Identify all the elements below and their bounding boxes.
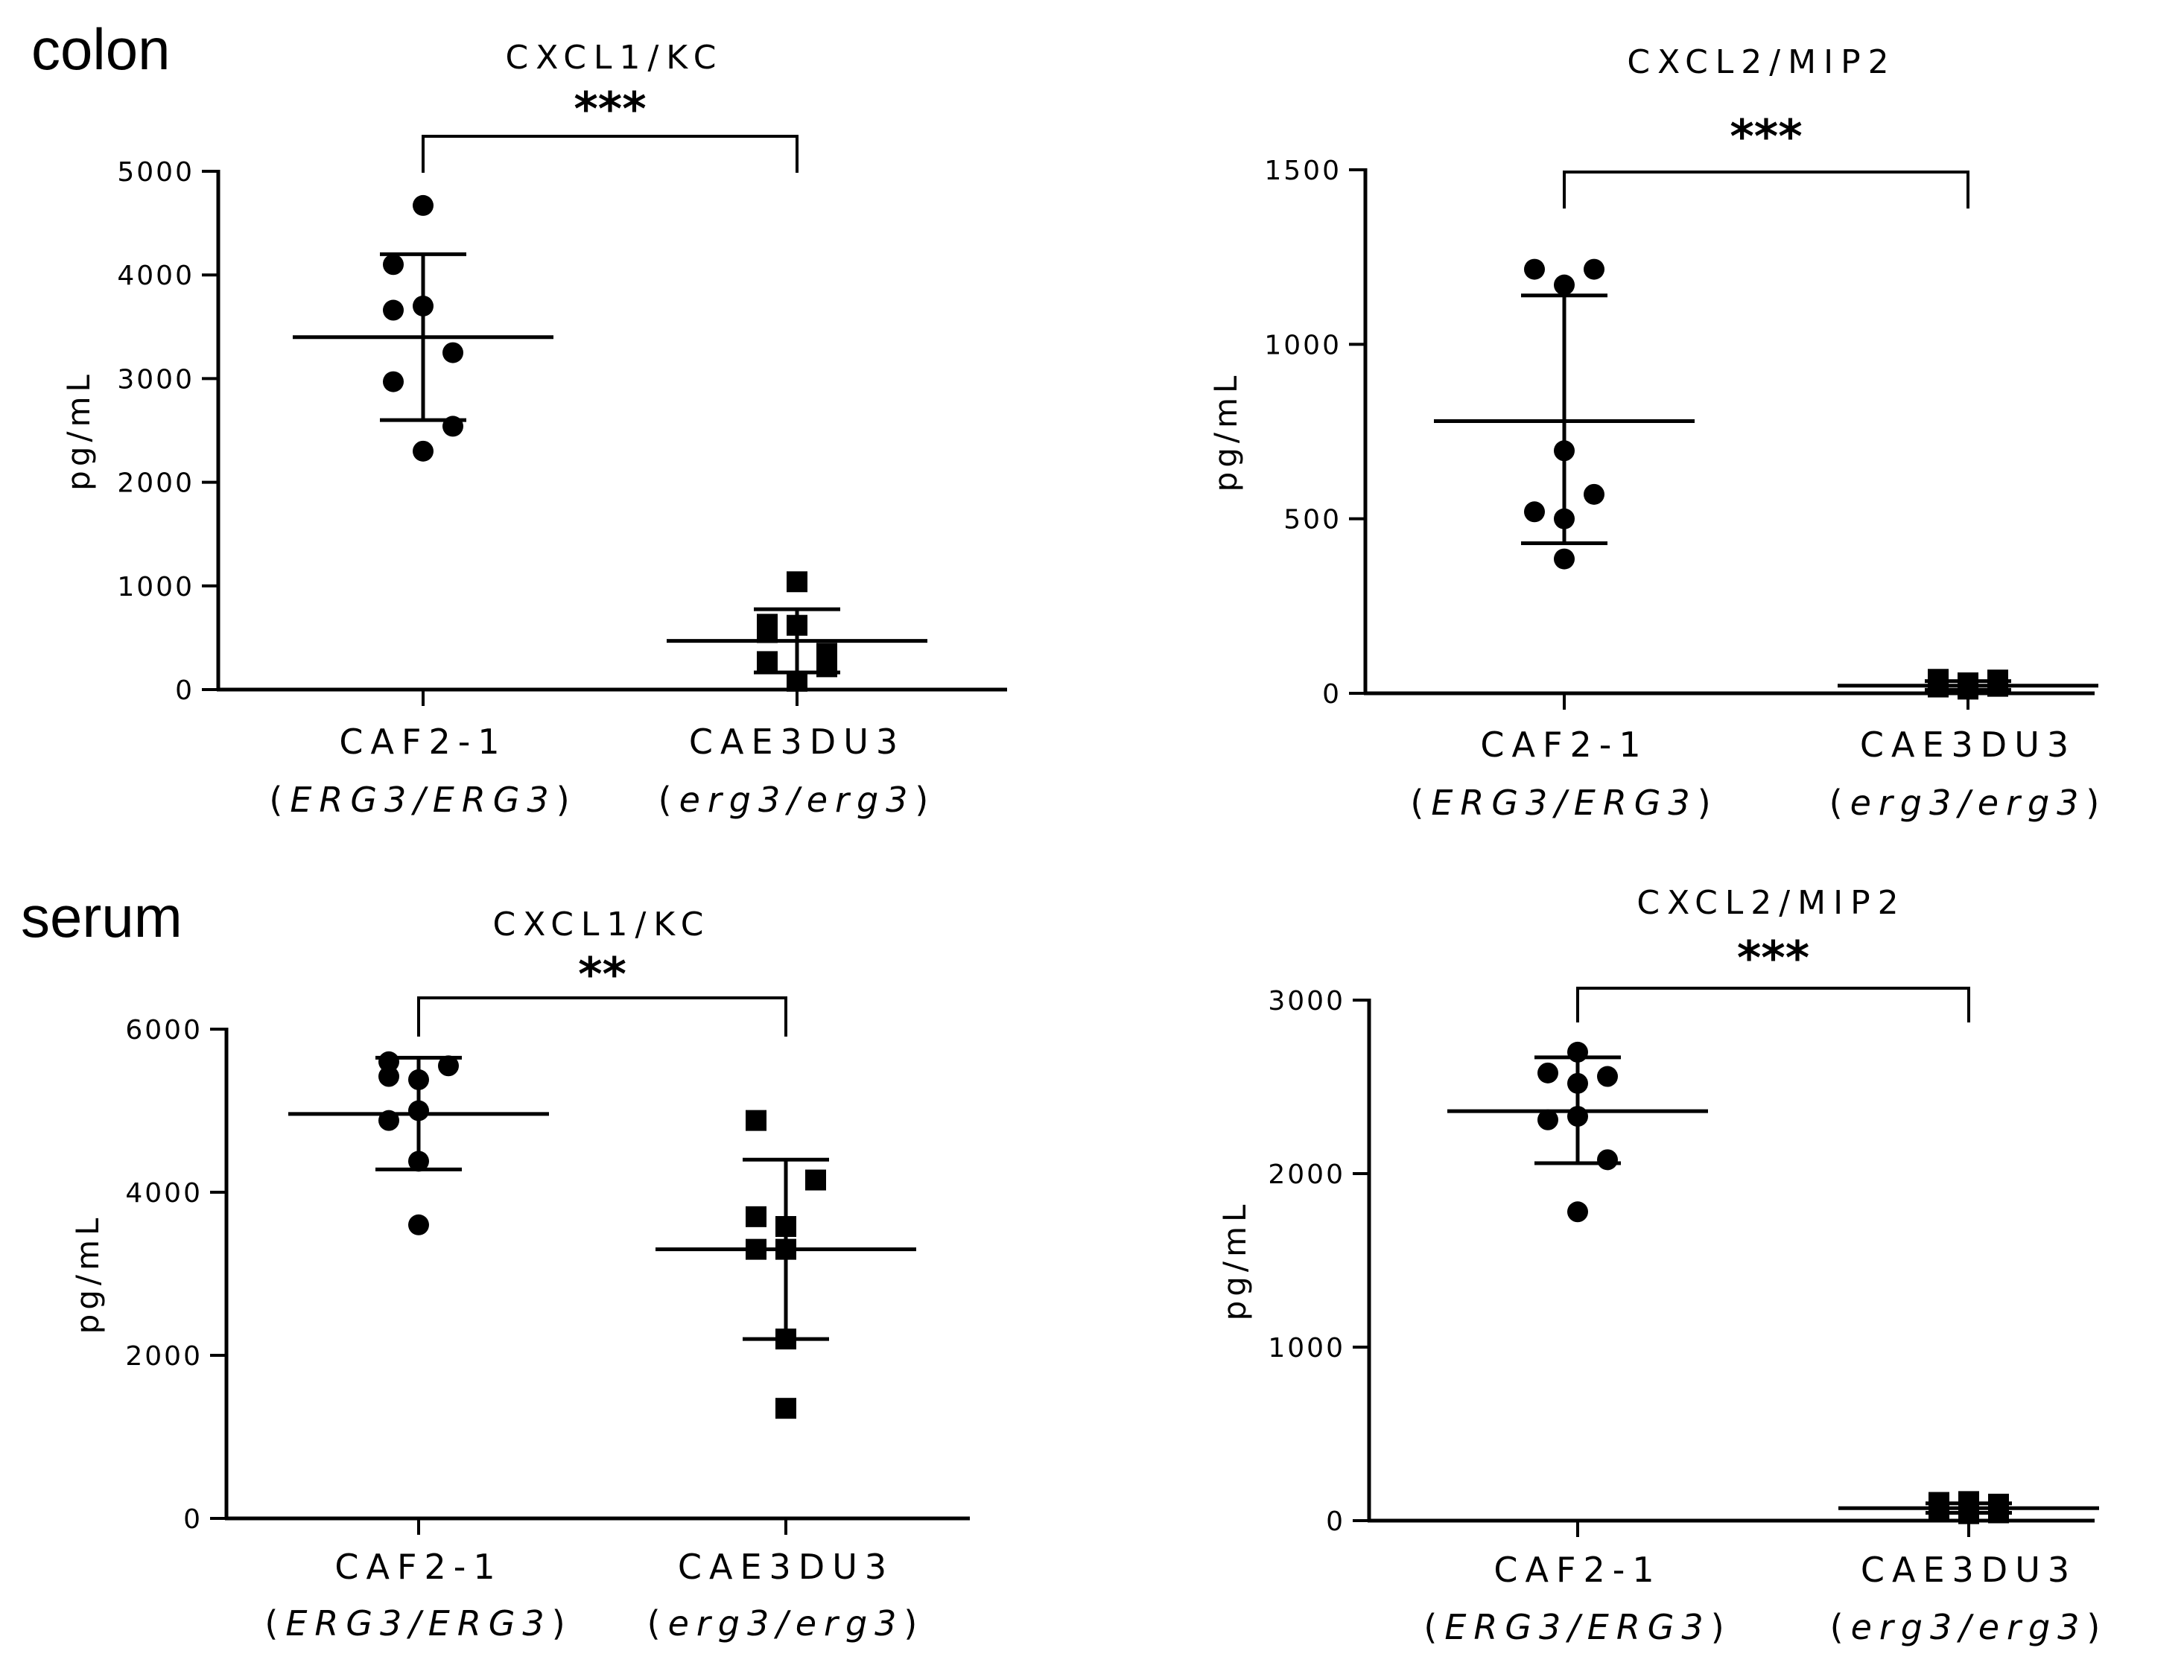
significance-stars: ** xyxy=(578,947,626,1002)
y-axis-label: pg/mL xyxy=(69,1214,106,1334)
data-point xyxy=(442,342,463,363)
data-point xyxy=(383,254,404,276)
significance-bracket xyxy=(1563,171,1969,209)
significance-stars: *** xyxy=(574,82,646,136)
category-label: CAF2-1 xyxy=(334,1547,502,1587)
category-label: CAE3DU3 xyxy=(1861,1550,2077,1590)
y-tick-label: 3000 xyxy=(1268,986,1345,1016)
data-point xyxy=(1584,483,1604,505)
panel-colon-cxcl1: CXCL1/KC 0 1000 2000 3000 4000 5000 pg/mL *** CAF… xyxy=(60,39,1007,820)
significance-stars: *** xyxy=(1737,931,1809,985)
panel-serum-cxcl1: CXCL1/KC 0 2000 4000 6000 pg/mL ** CAF2-1 (ERG3/… xyxy=(69,906,970,1644)
y-tick-label: 4000 xyxy=(125,1178,203,1209)
significance-bracket xyxy=(417,996,787,1037)
data-point xyxy=(413,440,434,462)
data-point xyxy=(1524,501,1545,523)
y-tick-label: 0 xyxy=(1326,1506,1345,1537)
panel-colon-cxcl2: CXCL2/MIP2 0 500 1000 1500 pg/mL *** CAF2-1 (ERG… xyxy=(1207,43,2107,823)
data-point xyxy=(383,371,404,392)
y-tick-label: 3000 xyxy=(117,364,194,395)
data-point xyxy=(378,1066,399,1087)
data-point xyxy=(1584,258,1604,280)
category-label: CAE3DU3 xyxy=(689,722,905,762)
y-tick-label: 2000 xyxy=(125,1341,203,1372)
genotype-label: (ERG3/ERG3) xyxy=(1423,1607,1731,1647)
data-point xyxy=(746,1110,766,1131)
chart-title: CXCL2/MIP2 xyxy=(1637,884,1905,922)
significance-bracket xyxy=(422,135,799,173)
data-point xyxy=(757,651,778,672)
data-point xyxy=(787,571,807,593)
data-point xyxy=(383,299,404,321)
y-tick-label: 1000 xyxy=(1264,330,1342,360)
data-point xyxy=(438,1055,459,1077)
y-tick-label: 500 xyxy=(1283,505,1342,535)
category-label: CAF2-1 xyxy=(1493,1550,1661,1590)
data-point xyxy=(775,1398,796,1419)
data-point xyxy=(1537,1062,1558,1084)
y-tick-label: 2000 xyxy=(117,468,194,499)
data-point xyxy=(1597,1149,1618,1171)
y-tick-label: 1000 xyxy=(1268,1333,1345,1364)
chart-title: CXCL1/KC xyxy=(506,39,724,77)
data-point xyxy=(1524,258,1545,280)
significance-stars: *** xyxy=(1730,109,1802,164)
data-point xyxy=(413,194,434,216)
y-tick-label: 5000 xyxy=(117,157,194,188)
category-label: CAF2-1 xyxy=(1480,725,1648,765)
panel-serum-cxcl2: CXCL2/MIP2 0 1000 2000 3000 pg/mL *** CAF2-1 (ER… xyxy=(1216,884,2108,1647)
data-point xyxy=(805,1169,826,1191)
y-axis-label: pg/mL xyxy=(60,370,97,491)
chart-title: CXCL1/KC xyxy=(493,906,711,944)
category-label: CAF2-1 xyxy=(339,722,507,762)
genotype-label: (ERG3/ERG3) xyxy=(264,1603,572,1644)
genotype-label: (erg3/erg3) xyxy=(658,780,936,820)
genotype-label: (erg3/erg3) xyxy=(1829,783,2107,823)
category-label: CAE3DU3 xyxy=(678,1547,894,1587)
genotype-label: (erg3/erg3) xyxy=(647,1603,925,1644)
chart-title: CXCL2/MIP2 xyxy=(1627,43,1896,81)
y-axis-label: pg/mL xyxy=(1216,1200,1253,1321)
y-axis-label: pg/mL xyxy=(1207,372,1244,492)
y-tick-label: 1000 xyxy=(117,572,194,602)
data-point xyxy=(1554,548,1575,570)
section-label-serum: serum xyxy=(21,884,182,949)
y-tick-label: 2000 xyxy=(1268,1159,1345,1190)
y-tick-label: 0 xyxy=(175,675,194,706)
data-point xyxy=(1537,1109,1558,1130)
genotype-label: (ERG3/ERG3) xyxy=(1410,783,1718,823)
data-point xyxy=(1554,274,1575,296)
genotype-label: (ERG3/ERG3) xyxy=(269,780,577,820)
y-tick-label: 4000 xyxy=(117,261,194,291)
data-point xyxy=(1597,1066,1618,1087)
category-label: CAE3DU3 xyxy=(1860,725,2076,765)
data-point xyxy=(408,1214,429,1235)
y-tick-label: 1500 xyxy=(1264,156,1342,186)
y-tick-label: 6000 xyxy=(125,1015,203,1046)
y-tick-label: 0 xyxy=(1322,679,1342,710)
data-point xyxy=(746,1206,766,1227)
y-tick-label: 0 xyxy=(183,1504,203,1535)
significance-bracket xyxy=(1576,987,1970,1022)
genotype-label: (erg3/erg3) xyxy=(1830,1607,2108,1647)
data-point xyxy=(1567,1201,1588,1223)
section-label-colon: colon xyxy=(31,16,170,82)
